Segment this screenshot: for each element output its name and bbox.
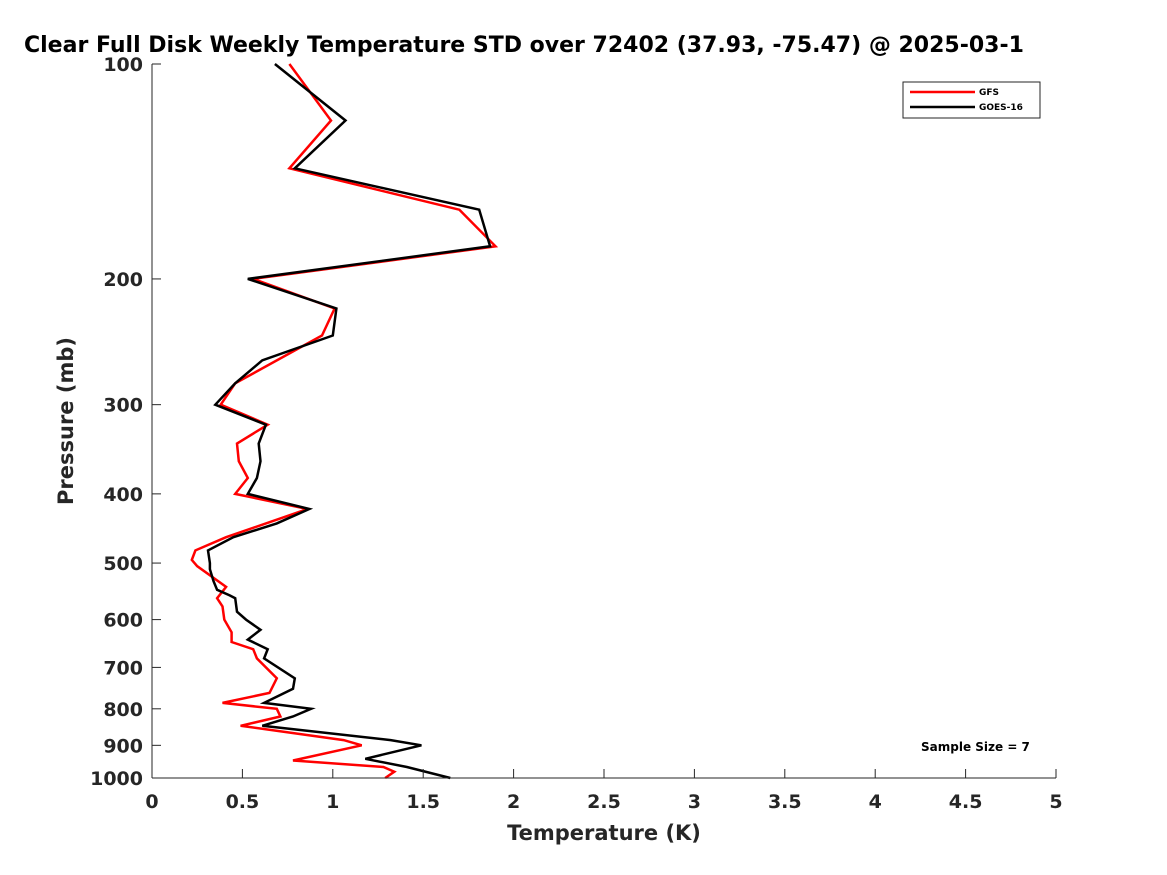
y-tick-label: 500	[103, 553, 143, 575]
y-axis-title: Pressure (mb)	[54, 337, 78, 505]
x-tick-label: 2	[507, 791, 520, 813]
x-tick-label: 1.5	[406, 791, 440, 813]
y-tick-label: 900	[103, 735, 143, 757]
chart-title: Clear Full Disk Weekly Temperature STD o…	[24, 33, 1024, 58]
y-tick-label: 100	[103, 54, 143, 76]
y-tick-label: 600	[103, 610, 143, 632]
x-tick-label: 4	[869, 791, 882, 813]
series-layer	[190, 63, 499, 780]
legend: GFS GOES-16	[902, 81, 1041, 119]
x-tick-label: 5	[1049, 791, 1062, 813]
y-tick-label: 800	[103, 699, 143, 721]
x-tick-label: 3.5	[768, 791, 802, 813]
legend-label-goes-16: GOES-16	[979, 103, 1023, 113]
legend-label-gfs: GFS	[979, 88, 999, 98]
x-tick-label: 2.5	[587, 791, 621, 813]
y-tick-label: 1000	[90, 768, 143, 790]
y-ticks: 100 200 300 400 500 600 700 800 900 1000	[90, 54, 161, 790]
x-tick-label: 1	[326, 791, 339, 813]
y-tick-label: 400	[103, 484, 143, 506]
series-line-goes-16	[206, 63, 492, 780]
x-tick-label: 3	[688, 791, 701, 813]
sample-size-annotation: Sample Size = 7	[921, 740, 1030, 754]
series-line-gfs	[190, 63, 499, 780]
x-axis-title: Temperature (K)	[507, 821, 701, 845]
x-tick-label: 0	[145, 791, 158, 813]
legend-box	[902, 81, 1041, 119]
x-tick-label: 4.5	[949, 791, 983, 813]
y-tick-label: 700	[103, 657, 143, 679]
x-tick-label: 0.5	[226, 791, 260, 813]
y-tick-label: 200	[103, 269, 143, 291]
x-ticks: 0 0.5 1 1.5 2 2.5 3 3.5 4 4.5 5	[145, 769, 1063, 813]
y-tick-label: 300	[103, 395, 143, 417]
